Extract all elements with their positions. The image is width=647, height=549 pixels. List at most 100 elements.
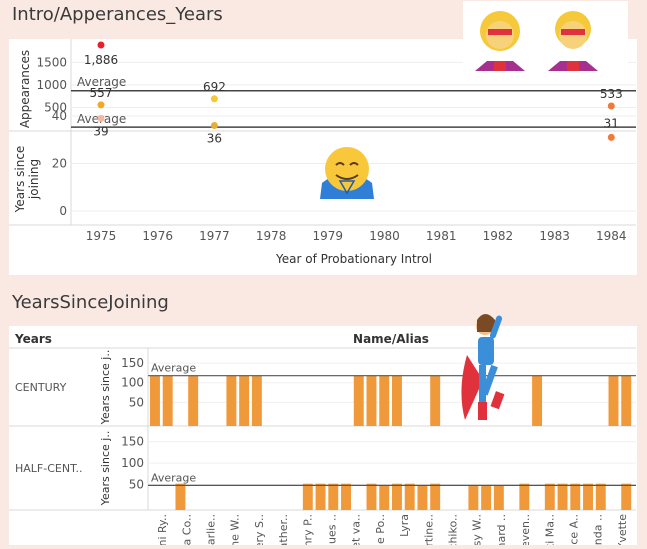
chart2-panel: Years Name/Alias CENTURY Years since j.. 150…	[9, 326, 637, 549]
chart1-panel: 1500 1000 500 40 20 0 Appearances Years sincejo…	[9, 39, 637, 275]
appearances-point-label: 1,886	[84, 53, 118, 67]
bar	[621, 483, 632, 510]
name-tick-label: ie Po..	[374, 514, 387, 545]
tick-label: 100	[121, 456, 144, 470]
name-tick-label: ather..	[277, 514, 290, 545]
bar	[328, 483, 339, 510]
bar	[608, 375, 619, 426]
row-label: CENTURY	[15, 381, 67, 394]
superhero-man-icon	[548, 11, 598, 71]
appearances-average-label: Average	[77, 75, 126, 89]
x-tick-label: 1978	[256, 229, 287, 243]
upper-tick-label: 1000	[36, 78, 67, 92]
bar	[519, 483, 530, 510]
x-tick-label: 1977	[199, 229, 230, 243]
name-tick-label: nry P..	[301, 514, 314, 545]
name-tick-label: nce A..	[568, 514, 581, 545]
bar	[239, 375, 250, 426]
appearances-point-label: 533	[600, 87, 623, 101]
average-label: Average	[151, 362, 196, 375]
name-tick-label: ery S..	[253, 514, 266, 545]
name-tick-label: hard ..	[495, 514, 508, 545]
bar	[481, 485, 492, 510]
appearances-point	[97, 41, 105, 49]
bar	[468, 485, 479, 510]
bar	[430, 375, 441, 426]
bar	[226, 375, 237, 426]
name-tick-label: ki Ma..	[543, 514, 556, 545]
bar	[493, 485, 504, 510]
bar	[379, 485, 390, 510]
tick-label: 50	[129, 395, 144, 409]
years-point	[97, 114, 105, 122]
bar	[392, 375, 402, 426]
lower-tick-label: 40	[52, 109, 67, 123]
x-tick-label: 1976	[142, 229, 173, 243]
upper-tick-label: 500	[44, 100, 67, 114]
bar	[557, 483, 568, 510]
lower-tick-label: 20	[52, 157, 67, 171]
chart1-title: Intro/Apperances_Years	[12, 4, 223, 25]
name-column-header: Name/Alias	[353, 332, 429, 346]
average-label: Average	[151, 471, 196, 484]
bar	[302, 483, 313, 510]
bar-chart: Years Name/Alias CENTURY Years since j.. 150…	[9, 332, 636, 549]
appearances-point	[607, 102, 615, 110]
bar	[583, 483, 593, 510]
superhero-pair-icon	[463, 1, 628, 71]
years-point-label: 31	[604, 116, 619, 130]
name-tick-label: ques ..	[326, 514, 339, 545]
y-axis-title: Years since j..	[99, 431, 112, 507]
x-tick-label: 1984	[596, 229, 627, 243]
bar	[532, 375, 543, 426]
bar	[379, 375, 390, 426]
appearances-point-label: 557	[90, 86, 113, 100]
name-tick-label: sy W..	[471, 514, 484, 545]
name-tick-label: ya Co..	[180, 514, 193, 545]
bar	[430, 483, 441, 510]
tick-label: 100	[121, 376, 144, 390]
chart2-title: YearsSinceJoining	[12, 292, 169, 313]
upper-axis-title: Appearances	[18, 50, 32, 128]
bar	[353, 375, 364, 426]
tick-label: 150	[121, 435, 144, 449]
name-tick-label: chiko..	[447, 514, 460, 545]
x-axis-title: Year of Probationary Introl	[275, 252, 432, 266]
years-point-label: 36	[207, 132, 222, 146]
name-tick-label: ne W..	[229, 514, 242, 545]
appearances-point-label: 692	[203, 80, 226, 94]
name-tick-label: ni Ry..	[156, 514, 169, 545]
appearances-point	[97, 101, 105, 109]
name-tick-label: even..	[519, 514, 532, 545]
bar	[251, 375, 262, 426]
lower-axis-title: Years sincejoining	[13, 146, 41, 214]
bar	[417, 485, 428, 510]
x-tick-label: 1975	[86, 229, 117, 243]
x-tick-label: 1979	[313, 229, 344, 243]
name-tick-label: Lyra	[398, 514, 411, 537]
lower-tick-label: 0	[59, 204, 67, 218]
name-tick-label: rtine..	[422, 514, 435, 545]
x-tick-label: 1982	[483, 229, 514, 243]
bar	[570, 483, 581, 510]
y-axis-title: Years since j..	[99, 350, 112, 426]
name-tick-label: anda ..	[592, 514, 605, 545]
tick-label: 150	[121, 356, 144, 370]
name-tick-label: Yvette	[616, 514, 629, 545]
bar	[621, 375, 632, 426]
bar	[150, 375, 160, 426]
row-label: HALF-CENT..	[15, 462, 83, 475]
bar	[315, 483, 326, 510]
x-tick-label: 1980	[369, 229, 400, 243]
bar	[404, 483, 415, 510]
bar	[162, 375, 173, 426]
years-point-label: 39	[93, 124, 108, 138]
superhero-woman-icon	[475, 11, 525, 71]
bar	[341, 483, 351, 510]
smiling-hero-icon	[316, 143, 378, 201]
x-tick-label: 1983	[539, 229, 570, 243]
years-column-header: Years	[14, 332, 52, 346]
name-tick-label: arlie..	[205, 514, 218, 545]
flying-superhero-icon	[455, 310, 520, 435]
